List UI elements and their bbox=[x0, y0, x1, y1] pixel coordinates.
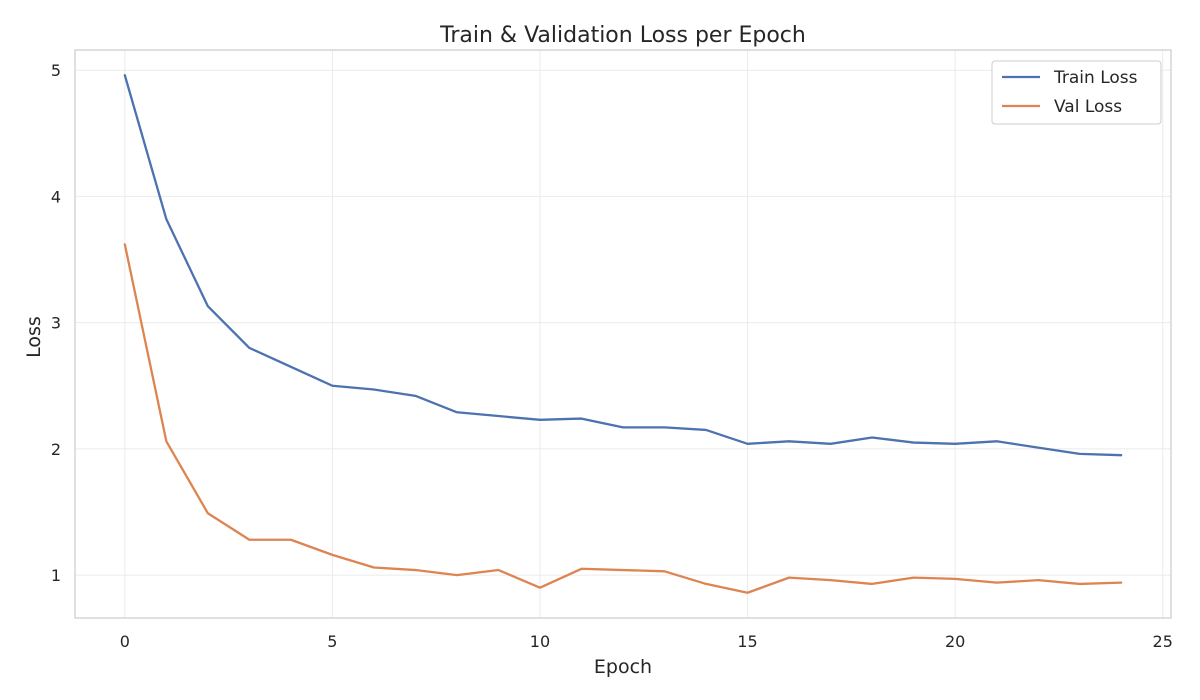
chart-title: Train & Validation Loss per Epoch bbox=[439, 23, 806, 48]
x-tick-label: 15 bbox=[737, 632, 757, 651]
series-lines bbox=[123, 74, 1123, 594]
y-tick-label: 2 bbox=[51, 440, 61, 459]
legend: Train Loss Val Loss bbox=[991, 60, 1162, 125]
axis-ticks: 0 5 10 15 20 25 1 2 3 4 5 bbox=[51, 61, 1173, 651]
series-line-val-loss bbox=[123, 243, 1123, 594]
y-tick-label: 3 bbox=[51, 314, 61, 333]
grid bbox=[75, 50, 1171, 618]
y-tick-label: 4 bbox=[51, 187, 61, 206]
y-axis-label: Loss bbox=[23, 316, 45, 358]
x-tick-label: 0 bbox=[120, 632, 130, 651]
x-axis-label: Epoch bbox=[594, 656, 652, 678]
legend-label-train-loss: Train Loss bbox=[1053, 68, 1138, 88]
series-line-train-loss bbox=[123, 74, 1123, 457]
x-tick-label: 10 bbox=[530, 632, 550, 651]
plot-area-frame bbox=[74, 49, 1172, 619]
x-tick-label: 25 bbox=[1153, 632, 1173, 651]
y-tick-label: 5 bbox=[51, 61, 61, 80]
y-tick-label: 1 bbox=[51, 566, 61, 585]
x-tick-label: 20 bbox=[945, 632, 965, 651]
legend-label-val-loss: Val Loss bbox=[1054, 97, 1122, 117]
x-tick-label: 5 bbox=[327, 632, 337, 651]
